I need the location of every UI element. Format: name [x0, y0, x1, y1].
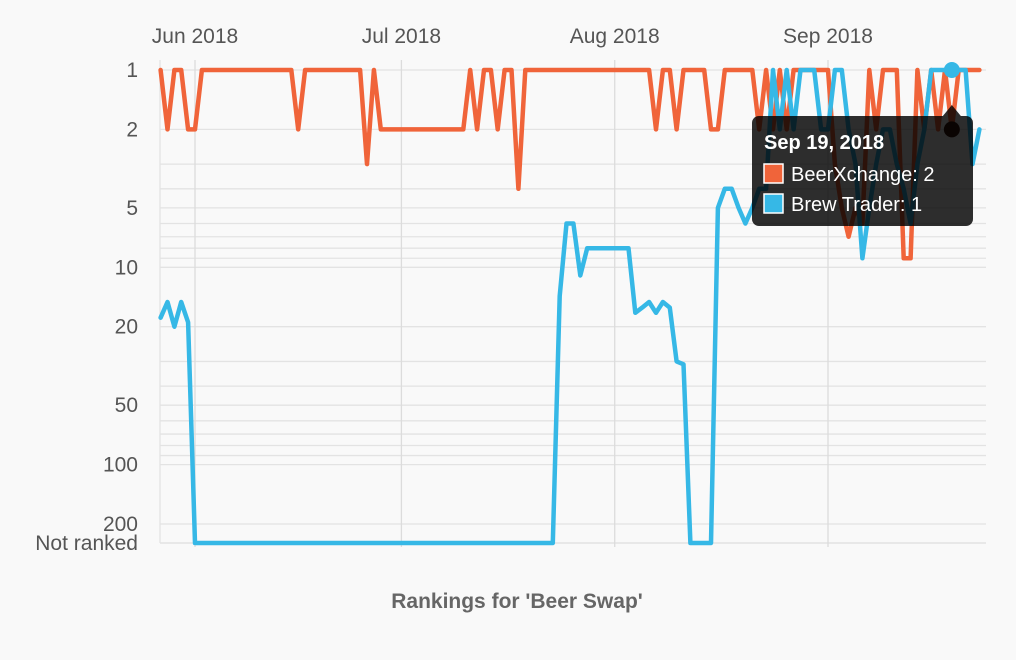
tooltip-entry: Brew Trader: 1 [791, 194, 922, 216]
y-tick-label: 10 [115, 256, 138, 279]
y-tick-label: Not ranked [35, 532, 138, 555]
y-tick-label: 2 [126, 118, 138, 141]
series-line-beerxchange [158, 67, 982, 261]
y-tick-label: 50 [115, 394, 138, 417]
hover-point-brew-trader [943, 62, 960, 78]
y-tick-label: 5 [126, 197, 138, 220]
y-tick-label: 100 [103, 454, 138, 477]
y-tick-label: 1 [126, 59, 138, 82]
x-tick-label: Jul 2018 [362, 25, 441, 48]
tooltip-swatch [763, 193, 784, 214]
tooltip-caret [942, 105, 961, 116]
tooltip-entry: BeerXchange: 2 [791, 164, 934, 186]
tooltip-title: Sep 19, 2018 [764, 132, 884, 154]
tooltip: Sep 19, 2018 BeerXchange: 2 Brew Trader: 1 [752, 105, 973, 226]
tooltip-swatch [763, 163, 784, 184]
x-tick-label: Jun 2018 [152, 25, 238, 48]
x-tick-label: Aug 2018 [570, 25, 660, 48]
tooltip-box [752, 116, 973, 226]
x-tick-label: Sep 2018 [783, 25, 873, 48]
y-tick-label: 20 [115, 316, 138, 339]
y-tick-label: 200 [103, 513, 138, 536]
x-axis-label: Rankings for 'Beer Swap' [391, 590, 643, 613]
grid-lines [159, 60, 986, 544]
